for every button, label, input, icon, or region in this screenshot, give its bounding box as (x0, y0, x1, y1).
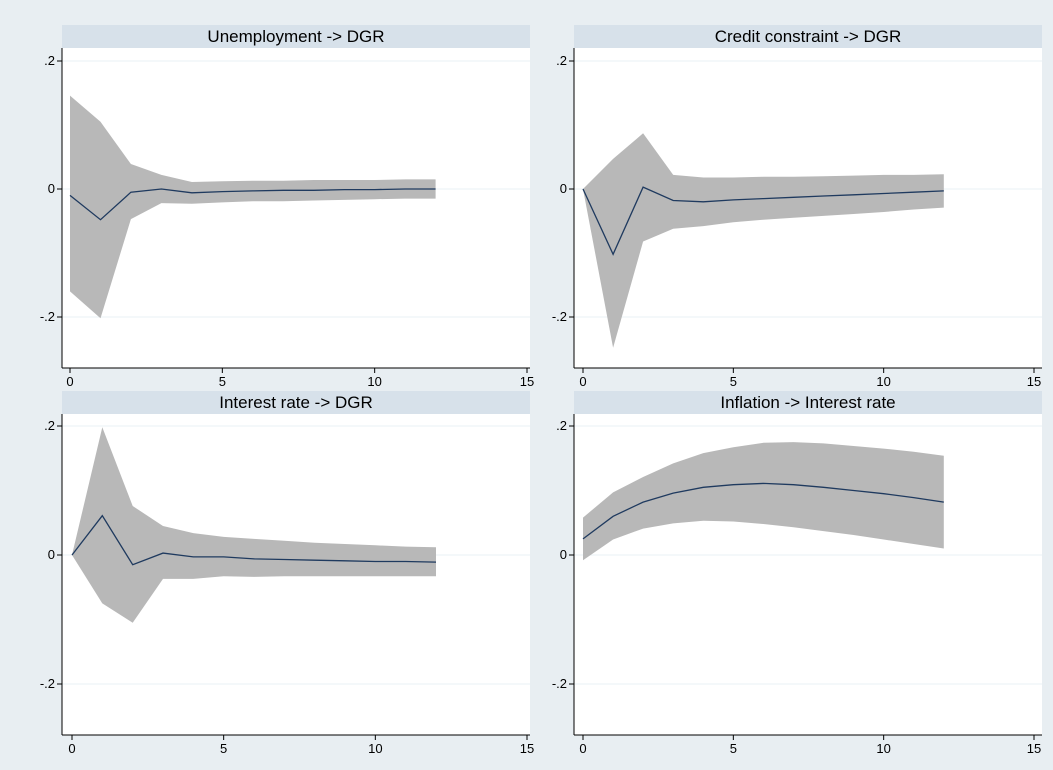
panel-title-bar (574, 391, 1042, 414)
panel-title-bar (62, 391, 530, 414)
y-tick-label: 0 (48, 547, 55, 562)
irf-line (582, 482, 944, 540)
x-tick-label: 15 (520, 374, 534, 389)
x-tick-label: 10 (876, 741, 890, 756)
x-tick-label: 15 (1027, 374, 1041, 389)
irf-line (71, 514, 437, 566)
y-tick-label: 0 (560, 547, 567, 562)
y-tick-label: -.2 (40, 676, 55, 691)
confidence-band (583, 133, 944, 348)
irf-panel-2: Credit constraint -> DGR -.2 0 .2 0 5 10 15 (552, 25, 1042, 389)
confidence-band (72, 427, 436, 623)
y-tick-label: .2 (44, 418, 55, 433)
x-tick-label: 15 (1027, 741, 1041, 756)
y-tick-label: .2 (556, 53, 567, 68)
y-tick-label: -.2 (40, 309, 55, 324)
panel-title: Credit constraint -> DGR (715, 27, 902, 46)
y-tick-label: -.2 (552, 309, 567, 324)
panel-title: Unemployment -> DGR (207, 27, 384, 46)
x-tick-label: 5 (730, 741, 737, 756)
panel-title-bar (574, 25, 1042, 48)
panel-title: Inflation -> Interest rate (720, 393, 895, 412)
x-tick-label: 10 (367, 374, 381, 389)
x-tick-label: 0 (579, 374, 586, 389)
confidence-band (70, 95, 436, 319)
x-tick-label: 10 (876, 374, 890, 389)
x-tick-label: 5 (730, 374, 737, 389)
x-tick-label: 0 (579, 741, 586, 756)
x-tick-label: 15 (520, 741, 534, 756)
irf-line (582, 186, 944, 256)
irf-panel-3: Interest rate -> DGR -.2 0 .2 0 5 10 15 (40, 391, 534, 756)
y-tick-label: 0 (560, 181, 567, 196)
x-tick-label: 0 (66, 374, 73, 389)
panel-title-bar (62, 25, 530, 48)
y-tick-label: -.2 (552, 676, 567, 691)
x-tick-label: 0 (68, 741, 75, 756)
x-tick-label: 5 (219, 374, 226, 389)
confidence-band (583, 442, 944, 561)
panel-title: Interest rate -> DGR (219, 393, 373, 412)
y-tick-label: .2 (44, 53, 55, 68)
y-tick-label: 0 (48, 181, 55, 196)
irf-panel-1: Unemployment -> DGR -.2 0 .2 0 5 10 15 (40, 25, 534, 389)
x-tick-label: 10 (368, 741, 382, 756)
y-tick-label: .2 (556, 418, 567, 433)
irf-line (69, 188, 436, 221)
irf-panel-4: Inflation -> Interest rate -.2 0 .2 0 5 10 15 (552, 391, 1042, 756)
x-tick-label: 5 (220, 741, 227, 756)
